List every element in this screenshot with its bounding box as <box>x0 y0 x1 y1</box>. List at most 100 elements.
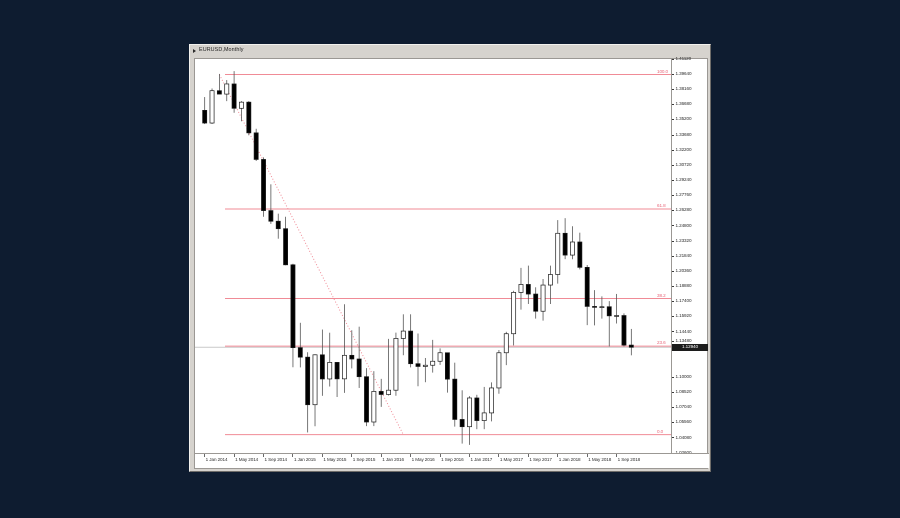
price-tick-label: 1.04080 <box>675 434 692 440</box>
price-tick-label: 1.20360 <box>675 268 692 274</box>
time-tick-label: 1 Sep 2018 <box>617 456 641 462</box>
time-tick-label: 1 May 2018 <box>588 456 612 462</box>
price-tick-label: 1.26280 <box>675 207 692 213</box>
chart-plot-frame: 1.41120 1.39640 1.38160 1.36680 1.35200 1.336… <box>194 56 709 469</box>
price-tick-label: 1.23320 <box>675 237 692 243</box>
price-tick-label: 1.21840 <box>675 252 692 258</box>
price-tick-mark <box>672 210 674 212</box>
price-tick-label: 1.30720 <box>675 162 692 168</box>
price-tick-mark <box>672 103 674 105</box>
price-tick: 1.18880 <box>672 282 692 290</box>
price-tick-label: 1.05560 <box>675 419 692 425</box>
time-tick-label: 1 Jan 2014 <box>205 456 228 462</box>
price-tick-label: 1.13480 <box>675 338 692 344</box>
price-tick-mark <box>672 285 674 287</box>
fib-level-label: 0.0 <box>657 428 664 434</box>
chart-window[interactable]: EURUSD,Monthly 1.41120 1.39640 1.38160 1.36… <box>189 44 711 472</box>
price-tick: 1.07040 <box>672 404 692 412</box>
price-tick: 1.05560 <box>672 419 692 427</box>
price-tick-label: 1.18880 <box>675 283 692 289</box>
price-tick-label: 1.14440 <box>675 328 692 334</box>
price-tick-mark <box>672 180 674 181</box>
price-tick-mark <box>672 119 674 121</box>
price-tick: 1.20360 <box>672 267 692 275</box>
current-price-tag: 1.12940 <box>672 343 708 351</box>
price-tick-label: 1.10000 <box>675 374 692 379</box>
price-tick: 1.30720 <box>672 161 692 169</box>
price-tick-label: 1.33680 <box>675 131 692 137</box>
price-tick-mark <box>672 391 674 393</box>
time-tick-mark <box>410 454 412 457</box>
price-tick-label: 1.17400 <box>675 298 692 304</box>
time-tick-label: 1 May 2015 <box>323 456 347 462</box>
price-tick-mark <box>672 88 674 90</box>
price-tick-mark <box>672 240 674 242</box>
chart-title: EURUSD,Monthly <box>199 47 244 54</box>
price-tick: 1.35200 <box>672 116 692 124</box>
price-tick: 1.15920 <box>672 313 692 321</box>
chart-window-titlebar[interactable]: EURUSD,Monthly <box>190 45 710 57</box>
time-tick-label: 1 May 2016 <box>411 456 435 462</box>
price-tick-mark <box>672 255 674 257</box>
time-tick-label: 1 Jan 2018 <box>558 456 581 462</box>
time-tick-mark <box>439 454 441 457</box>
time-tick-mark <box>263 454 265 457</box>
time-tick-mark <box>527 454 529 457</box>
price-tick: 1.23320 <box>672 237 692 245</box>
price-tick: 1.08520 <box>672 388 692 396</box>
candlestick-svg <box>195 71 671 445</box>
time-tick-label: 1 Sep 2017 <box>529 456 552 462</box>
time-tick-label: 1 Jan 2016 <box>382 456 404 462</box>
time-tick-label: 1 May 2017 <box>499 456 523 462</box>
price-tick-label: 1.35200 <box>675 116 692 122</box>
price-tick: 1.10000 <box>672 373 692 381</box>
time-tick-mark <box>292 454 294 457</box>
time-tick-mark <box>586 454 588 457</box>
fib-level-label: 100.0 <box>657 68 668 74</box>
time-tick-mark <box>498 454 500 457</box>
fib-level-label: 23.6 <box>657 340 666 346</box>
price-tick-mark <box>672 58 674 60</box>
time-tick-mark <box>468 454 470 457</box>
price-tick-mark <box>672 149 674 151</box>
price-tick-label: 1.15920 <box>675 313 692 319</box>
price-tick-mark <box>672 195 674 197</box>
price-tick-label: 1.02600 <box>676 450 692 456</box>
time-tick-mark <box>351 454 353 457</box>
time-tick-mark <box>380 454 382 457</box>
price-tick: 1.41120 <box>672 55 691 63</box>
price-tick: 1.39640 <box>672 70 692 78</box>
price-tick-mark <box>672 437 674 439</box>
time-tick-label: 1 Jan 2017 <box>470 456 493 462</box>
price-tick: 1.27760 <box>672 192 692 200</box>
price-tick: 1.24800 <box>672 222 692 230</box>
collapse-caret-icon[interactable] <box>193 49 196 53</box>
time-axis[interactable]: 1 Jan 2014 1 May 2014 1 Sep 2014 1 Jan 2015… <box>195 453 709 468</box>
time-tick-label: 1 Sep 2015 <box>352 456 376 462</box>
price-tick: 1.17400 <box>672 298 692 306</box>
candlestick-plot[interactable] <box>195 59 671 453</box>
price-tick: 1.26280 <box>672 207 692 215</box>
price-tick-mark <box>672 422 674 424</box>
fib-level-label: 61.8 <box>657 203 666 209</box>
time-tick-mark <box>616 454 618 457</box>
price-tick-mark <box>672 164 674 166</box>
price-tick-label: 1.27760 <box>675 192 692 198</box>
price-tick: 1.38160 <box>672 85 692 93</box>
time-tick-label: 1 May 2014 <box>235 456 259 462</box>
fib-level-label: 38.2 <box>657 292 666 298</box>
price-tick: 1.32200 <box>672 146 692 154</box>
price-tick: 1.36680 <box>672 100 692 108</box>
price-tick-label: 1.32200 <box>675 146 692 152</box>
price-tick-mark <box>672 331 674 333</box>
price-tick-mark <box>672 316 674 318</box>
price-tick-mark <box>672 376 674 378</box>
price-tick-mark <box>672 407 674 409</box>
price-tick: 1.33680 <box>672 131 692 139</box>
price-axis[interactable]: 1.41120 1.39640 1.38160 1.36680 1.35200 1.336… <box>671 56 708 456</box>
price-tick-mark <box>672 73 674 75</box>
price-tick-label: 1.36680 <box>675 101 692 107</box>
price-tick-mark <box>672 341 674 343</box>
price-tick: 1.14440 <box>672 328 692 336</box>
